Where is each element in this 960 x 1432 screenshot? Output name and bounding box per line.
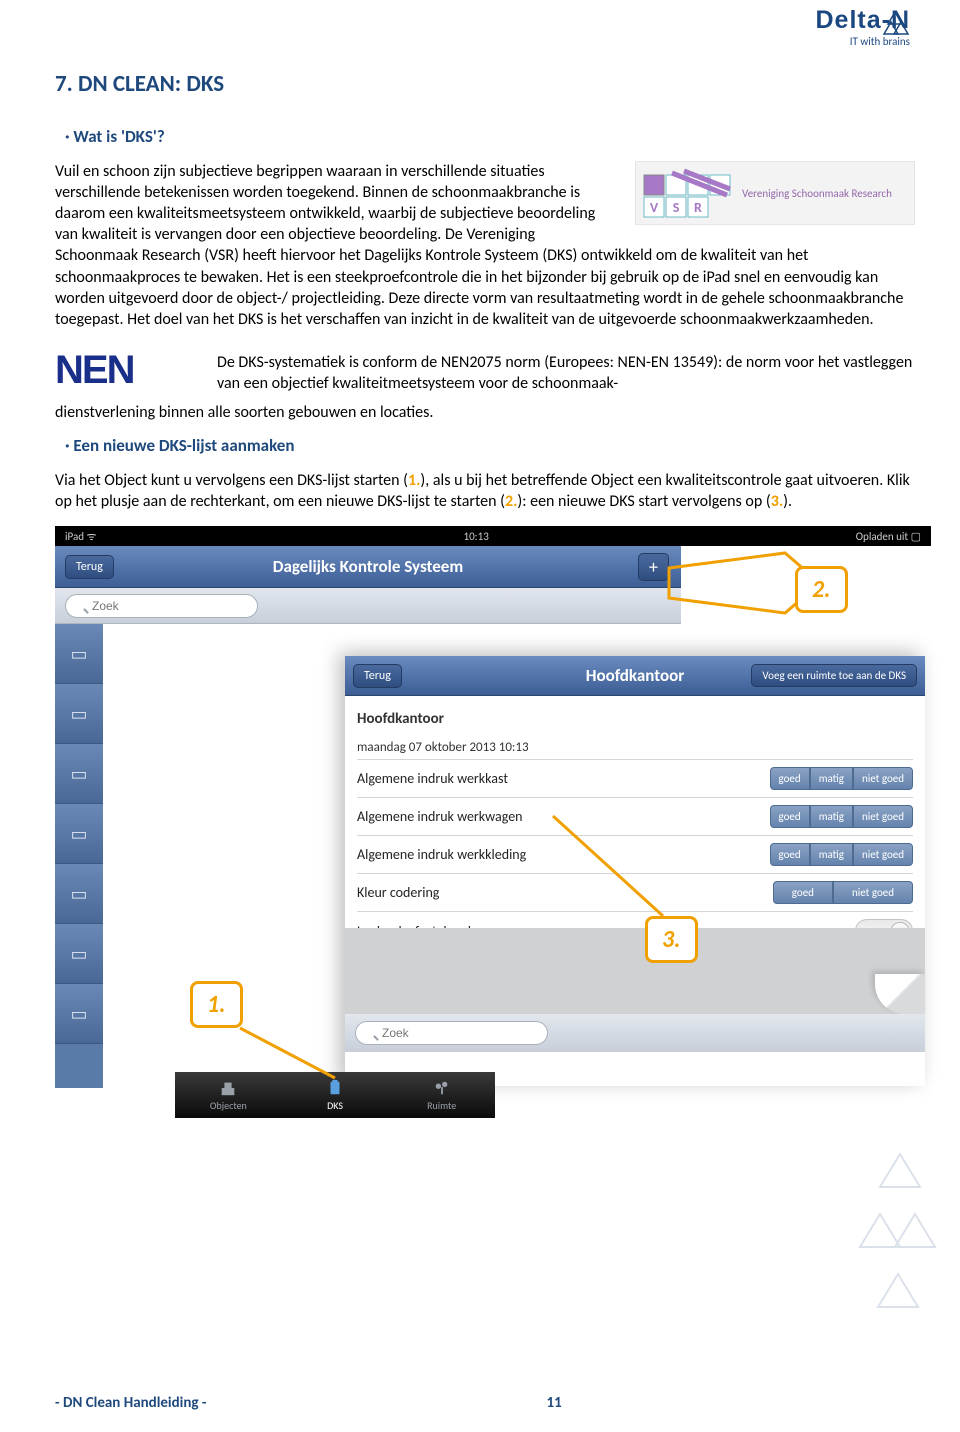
screenshot-container: iPad ᯤ 10:13 Opladen uit ▢ Terug Dagelij… (55, 526, 931, 1118)
subheading-new-dks: Een nieuwe DKS-lijst aanmaken (65, 435, 915, 456)
tab-ruimte[interactable]: Ruimte (388, 1072, 495, 1118)
status-left: iPad ᯤ (65, 529, 97, 544)
svg-text:V: V (650, 199, 659, 216)
sidebar-tile[interactable]: ▭ (55, 984, 103, 1044)
rating-matig[interactable]: matig (810, 767, 853, 790)
tab-label: Objecten (210, 1099, 247, 1112)
overlay-date: maandag 07 oktober 2013 10:13 (357, 734, 913, 759)
search-input[interactable] (65, 594, 258, 618)
callout-2: 2. (795, 566, 848, 613)
searchbar-main (55, 588, 681, 624)
paragraph-nen-a: De DKS-systematiek is conform de NEN2075… (217, 352, 915, 394)
overlay-title: Hoofdkantoor (586, 665, 685, 686)
rating-group: goed matig niet goed (770, 767, 913, 790)
svg-text:R: R (694, 199, 702, 216)
rating-goed[interactable]: goed (773, 881, 833, 904)
sidebar-tile[interactable]: ▭ (55, 684, 103, 744)
tab-label: Ruimte (427, 1099, 456, 1112)
overlay-toolbar: Terug Hoofdkantoor Voeg een ruimte toe a… (345, 656, 925, 696)
room-icon (433, 1079, 451, 1097)
footer-page-number: 11 (547, 1394, 562, 1412)
section-heading: 7. DN CLEAN: DKS (55, 70, 915, 98)
brand-tagline: IT with brains (815, 35, 910, 48)
svg-text:S: S (673, 199, 680, 216)
status-right: Opladen uit ▢ (856, 530, 921, 543)
toolbar-main: Terug Dagelijks Kontrole Systeem + (55, 546, 681, 588)
row-label: Algemene indruk werkwagen (357, 808, 523, 825)
overlay-add-room-button[interactable]: Voeg een ruimte toe aan de DKS (751, 664, 917, 687)
row-label: Algemene indruk werkkleding (357, 846, 526, 863)
rating-goed[interactable]: goed (770, 767, 810, 790)
row-label: Algemene indruk werkkast (357, 770, 508, 787)
rating-goed[interactable]: goed (770, 805, 810, 828)
footer-title: - DN Clean Handleiding - (55, 1394, 207, 1412)
sidebar-tile[interactable]: ▭ (55, 924, 103, 984)
rating-nietgoed[interactable]: niet goed (853, 767, 913, 790)
overlay-heading: Hoofdkantoor (357, 704, 913, 734)
sidebar-tile[interactable]: ▭ (55, 804, 103, 864)
rating-nietgoed[interactable]: niet goed (833, 881, 913, 904)
rating-nietgoed[interactable]: niet goed (853, 805, 913, 828)
rating-goed[interactable]: goed (770, 843, 810, 866)
vsr-label: Vereniging Schoonmaak Research (742, 187, 892, 200)
status-time: 10:13 (464, 530, 489, 543)
callout-1-connector (230, 1018, 350, 1088)
brand-logo: Delta-N IT with brains (815, 6, 910, 48)
vsr-badge: V S R Vereniging Schoonmaak Research (635, 161, 915, 225)
vsr-logo-icon: V S R (642, 167, 732, 219)
paragraph-nen-b: dienstverlening binnen alle soorten gebo… (55, 402, 915, 423)
subheading-what-is-dks: Wat is 'DKS'? (65, 126, 915, 147)
sidebar-strip: ▭ ▭ ▭ ▭ ▭ ▭ ▭ (55, 624, 103, 1088)
sidebar-tile[interactable]: ▭ (55, 744, 103, 804)
toolbar-title: Dagelijks Kontrole Systeem (273, 556, 463, 577)
callout-1: 1. (190, 981, 243, 1028)
back-button[interactable]: Terug (65, 555, 114, 579)
rating-row: Algemene indruk werkkast goed matig niet… (357, 759, 913, 797)
sidebar-tile[interactable]: ▭ (55, 624, 103, 684)
sidebar-tile[interactable]: ▭ (55, 864, 103, 924)
tab-label: DKS (327, 1099, 343, 1112)
paragraph-steps: Via het Object kunt u vervolgens een DKS… (55, 470, 915, 512)
overlay-searchbar (345, 1014, 925, 1052)
callout-3: 3. (645, 916, 698, 963)
rating-matig[interactable]: matig (810, 805, 853, 828)
nen-logo: NEN (55, 352, 203, 388)
rating-matig[interactable]: matig (810, 843, 853, 866)
row-label: Kleur codering (357, 884, 439, 901)
overlay-back-button[interactable]: Terug (353, 664, 402, 688)
rating-nietgoed[interactable]: niet goed (853, 843, 913, 866)
page-footer: - DN Clean Handleiding - 11 (0, 1394, 960, 1412)
ipad-statusbar: iPad ᯤ 10:13 Opladen uit ▢ (55, 526, 931, 546)
overlay-search-input[interactable] (355, 1021, 548, 1045)
watermark-triangles-icon (850, 1152, 940, 1312)
